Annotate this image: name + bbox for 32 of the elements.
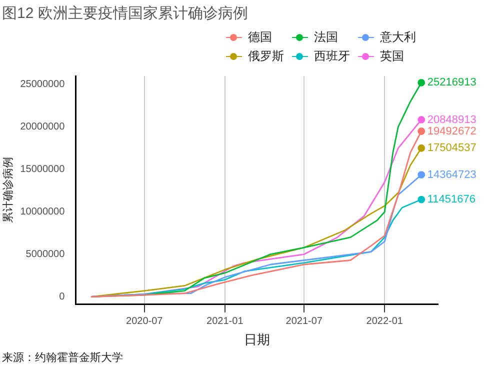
point: [418, 196, 426, 204]
y-tick-label: 5000000: [26, 249, 66, 260]
y-tick-label: 0: [59, 292, 66, 303]
y-tick-label: 15000000: [20, 164, 66, 176]
x-axis-title: 日期: [244, 332, 270, 347]
data-label: 20848913: [427, 114, 476, 126]
x-tick-label: 2020-07: [126, 316, 164, 328]
point: [418, 128, 426, 135]
point: [418, 116, 426, 124]
chart-title: 图12 欧洲主要疫情国家累计确诊病例: [1, 4, 249, 23]
point: [418, 144, 426, 152]
x-tick-label: 2021-01: [206, 316, 244, 328]
x-tick-label: 2022-01: [366, 316, 404, 328]
data-label: 19492672: [427, 125, 476, 138]
y-tick-label: 20000000: [20, 122, 66, 133]
data-label: 25216913: [427, 76, 476, 89]
legend-label: 俄罗斯: [248, 48, 284, 65]
y-tick-label: 25000000: [20, 79, 66, 90]
legend-label: 德国: [248, 29, 272, 46]
data-label: 17504537: [427, 142, 476, 154]
point: [418, 171, 426, 178]
source-note: 来源：约翰霍普金斯大学: [2, 350, 124, 365]
legend-label: 西班牙: [314, 48, 350, 65]
legend-label: 意大利: [380, 29, 416, 46]
data-label: 14364723: [427, 168, 476, 181]
legend-label: 法国: [314, 29, 338, 46]
y-axis-title: 累计确诊病例: [2, 157, 15, 224]
point: [418, 78, 426, 86]
data-label: 11451676: [427, 194, 476, 206]
y-tick-label: 10000000: [20, 206, 66, 218]
x-tick-label: 2021-07: [286, 316, 323, 328]
legend-label: 英国: [380, 48, 404, 65]
